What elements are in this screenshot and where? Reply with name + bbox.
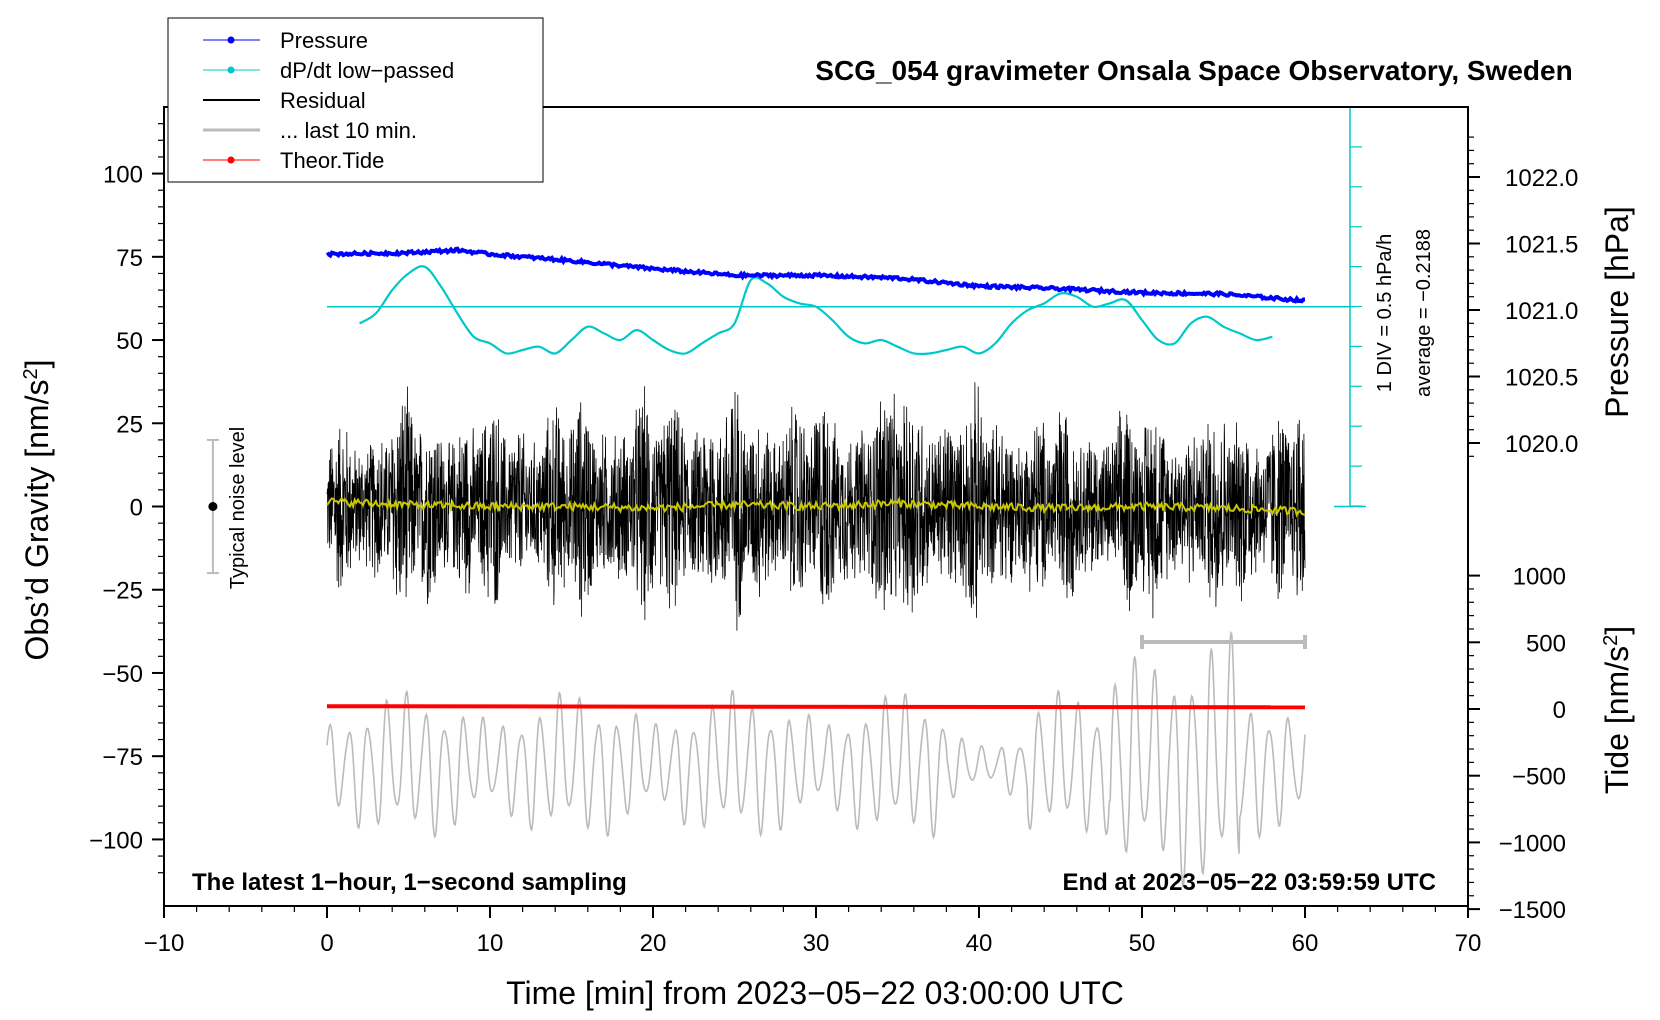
x-tick-label: 20 bbox=[640, 930, 667, 957]
left-tick-label: −100 bbox=[89, 827, 143, 854]
noise-bar-dot bbox=[208, 502, 217, 511]
pressure-tick-label: 1021.5 bbox=[1505, 232, 1578, 259]
pressure-axis-title: Pressure [hPa] bbox=[1599, 206, 1635, 418]
left-tick-label: −75 bbox=[102, 744, 143, 771]
x-tick-label: 40 bbox=[966, 930, 993, 957]
legend-label-tide: Theor.Tide bbox=[280, 148, 384, 173]
x-tick-label: 50 bbox=[1129, 930, 1156, 957]
noise-level-label: Typical noise level bbox=[227, 427, 249, 589]
left-tick-label: 100 bbox=[103, 162, 143, 189]
tide-tick-label: 500 bbox=[1526, 630, 1566, 657]
x-axis-title: Time [min] from 2023−05−22 03:00:00 UTC bbox=[506, 975, 1124, 1011]
tide-tick-label: −1000 bbox=[1499, 830, 1566, 857]
left-tick-label: −50 bbox=[102, 661, 143, 688]
tide-line bbox=[327, 706, 1305, 707]
x-tick-label: 30 bbox=[803, 930, 830, 957]
legend-marker-pressure bbox=[228, 37, 235, 44]
legend-marker-tide bbox=[228, 157, 235, 164]
left-axis-title: Obs’d Gravity [nm/s2] bbox=[19, 360, 55, 661]
tide-tick-label: −500 bbox=[1512, 764, 1566, 791]
chart-title: SCG_054 gravimeter Onsala Space Observat… bbox=[815, 55, 1572, 86]
tide-series bbox=[327, 706, 1305, 707]
pressure-tick-label: 1021.0 bbox=[1505, 298, 1578, 325]
left-tick-label: 50 bbox=[116, 328, 143, 355]
tide-tick-label: 0 bbox=[1553, 697, 1566, 724]
left-tick-label: 75 bbox=[116, 245, 143, 272]
gravimeter-chart: −10 0 10 20 30 40 50 60 70 1007550250−25−50−75−1… bbox=[0, 0, 1660, 1020]
bottom-left-note: The latest 1−hour, 1−second sampling bbox=[192, 869, 627, 896]
x-tick-label: 70 bbox=[1455, 930, 1482, 957]
x-tick-label: 0 bbox=[320, 930, 333, 957]
tide-axis-title: Tide [nm/s2] bbox=[1599, 626, 1635, 794]
tide-tick-label: −1500 bbox=[1499, 897, 1566, 924]
legend-label-dpdt: dP/dt low−passed bbox=[280, 58, 454, 83]
left-tick-label: 0 bbox=[130, 495, 143, 522]
left-tick-label: 25 bbox=[116, 411, 143, 438]
tide-tick-label: 1000 bbox=[1513, 564, 1566, 591]
x-tick-label: 10 bbox=[477, 930, 504, 957]
x-tick-label: 60 bbox=[1292, 930, 1319, 957]
left-tick-label: −25 bbox=[102, 578, 143, 605]
pressure-tick-label: 1022.0 bbox=[1505, 165, 1578, 192]
dpdt-scale-text: 1 DIV = 0.5 hPa/h bbox=[1374, 234, 1396, 392]
bottom-right-note: End at 2023−05−22 03:59:59 UTC bbox=[1062, 869, 1436, 896]
legend-marker-dpdt bbox=[228, 67, 235, 74]
legend-label-residual: Residual bbox=[280, 88, 366, 113]
legend: Pressure dP/dt low−passed Residual ... l… bbox=[168, 18, 543, 182]
legend-label-pressure: Pressure bbox=[280, 28, 368, 53]
pressure-tick-label: 1020.0 bbox=[1505, 431, 1578, 458]
legend-label-last10: ... last 10 min. bbox=[280, 118, 417, 143]
x-tick-label: −10 bbox=[144, 930, 185, 957]
dpdt-average-text: average = −0.2188 bbox=[1413, 229, 1435, 397]
pressure-tick-label: 1020.5 bbox=[1505, 365, 1578, 392]
